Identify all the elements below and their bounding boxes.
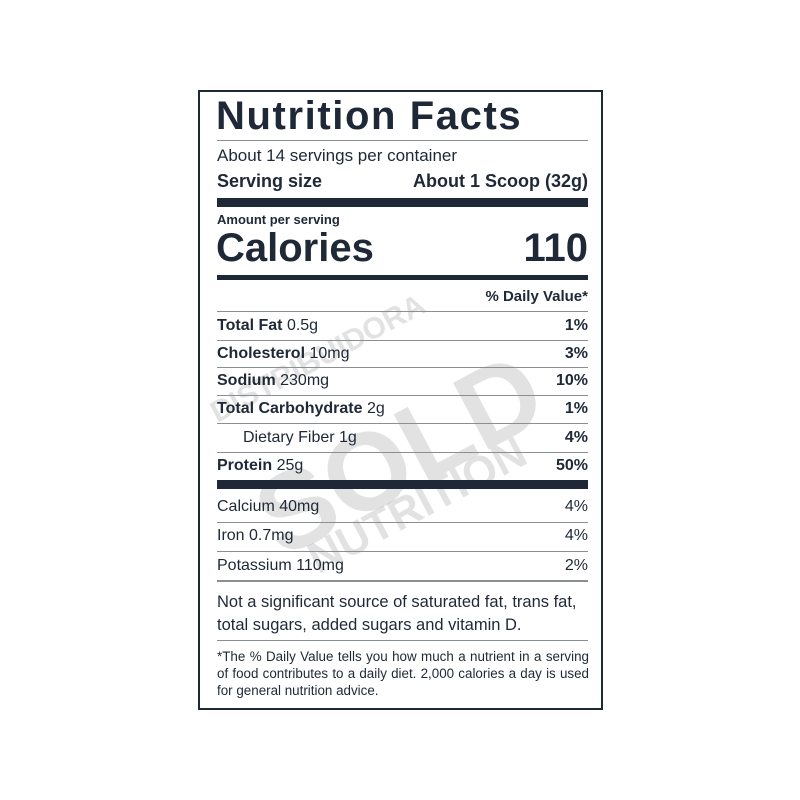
nutrient-dv: 3% — [564, 345, 588, 362]
nutrient-amount: 1g — [339, 429, 357, 446]
mineral-label: Iron 0.7mg — [217, 527, 294, 544]
thick-divider — [217, 480, 588, 489]
daily-value-header: % Daily Value* — [485, 288, 588, 305]
nutrient-amount: 230mg — [280, 372, 330, 389]
calories-label: Calories — [216, 226, 374, 270]
divider — [217, 452, 588, 453]
mineral-label: Potassium 110mg — [217, 557, 344, 574]
nutrient-name: Total Fat — [217, 317, 283, 334]
nutrient-amount: 25g — [276, 457, 304, 474]
divider — [217, 311, 588, 312]
mineral-label: Calcium 40mg — [217, 498, 320, 515]
divider — [217, 367, 588, 368]
divider — [217, 140, 588, 141]
nutrient-dv: 50% — [555, 457, 588, 474]
divider — [217, 580, 588, 582]
servings-per-container: About 14 servings per container — [217, 146, 458, 165]
nutrient-dv: 4% — [564, 429, 588, 446]
nutrition-label — [198, 90, 603, 710]
nutrient-amount: 0.5g — [286, 317, 319, 334]
nutrient-row-dietary-fiber: Dietary Fiber 1g 4% — [217, 429, 588, 447]
mineral-row-potassium: Potassium 110mg 2% — [217, 557, 588, 575]
amount-per-serving: Amount per serving — [217, 212, 340, 227]
nutrient-amount: 2g — [366, 400, 385, 417]
nutrient-row-total-carbohydrate: Total Carbohydrate 2g 1% — [217, 400, 588, 418]
mineral-row-iron: Iron 0.7mg 4% — [217, 527, 588, 545]
divider — [217, 522, 588, 523]
divider — [217, 551, 588, 552]
mineral-row-calcium: Calcium 40mg 4% — [217, 498, 588, 516]
label-title: Nutrition Facts — [216, 94, 523, 138]
mineral-dv: 4% — [564, 498, 588, 515]
calories-value: 110 — [523, 226, 588, 270]
divider — [217, 340, 588, 341]
serving-size-value: About 1 Scoop (32g) — [413, 171, 588, 191]
nutrient-name: Cholesterol — [217, 345, 306, 362]
mineral-dv: 2% — [564, 557, 588, 574]
nutrient-row-sodium: Sodium 230mg 10% — [217, 372, 588, 390]
serving-size-label: Serving size — [217, 171, 323, 191]
medium-divider — [217, 275, 588, 280]
nutrient-amount: 10mg — [309, 345, 350, 362]
thick-divider — [217, 198, 588, 207]
nutrient-name: Sodium — [217, 372, 276, 389]
divider — [217, 423, 588, 424]
mineral-dv: 4% — [564, 527, 588, 544]
note-text: Not a significant source of saturated fa… — [217, 593, 577, 634]
nutrient-row-protein: Protein 25g 50% — [217, 457, 588, 475]
divider — [217, 395, 588, 396]
divider — [217, 640, 588, 641]
nutrient-dv: 10% — [555, 372, 588, 389]
nutrient-name: Protein — [217, 457, 273, 474]
nutrient-name: Dietary Fiber — [243, 429, 335, 446]
nutrient-dv: 1% — [564, 317, 588, 334]
nutrient-row-cholesterol: Cholesterol 10mg 3% — [217, 345, 588, 363]
nutrient-row-total-fat: Total Fat 0.5g 1% — [217, 317, 588, 335]
footnote-text: *The % Daily Value tells you how much a … — [217, 649, 589, 698]
nutrient-dv: 1% — [564, 400, 588, 417]
nutrient-name: Total Carbohydrate — [217, 400, 363, 417]
